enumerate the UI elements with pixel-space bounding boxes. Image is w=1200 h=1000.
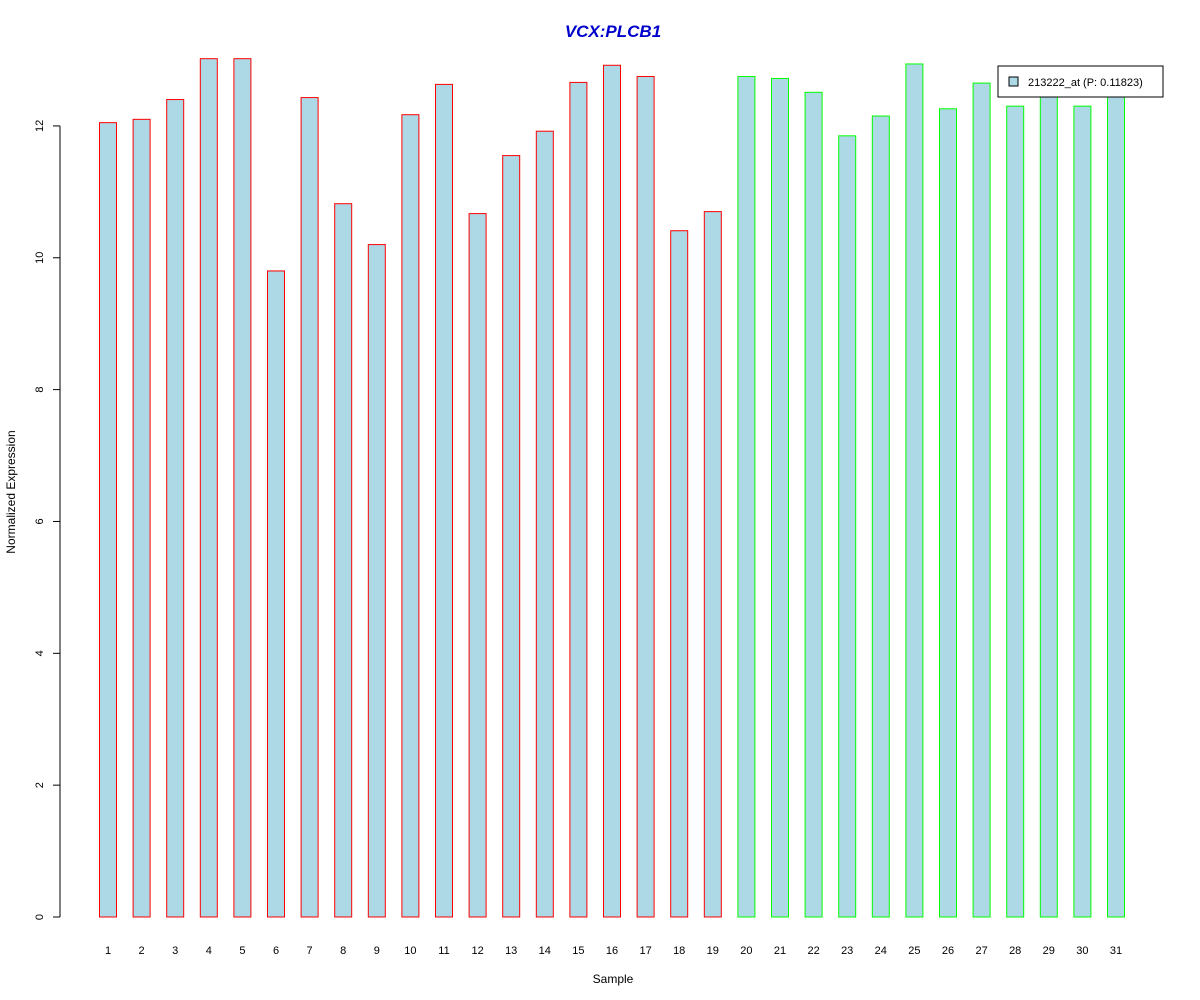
x-tick-label: 30 [1076,945,1088,957]
bar-sample-21 [771,77,789,918]
legend: 213222_at (P: 0.11823) [997,65,1164,98]
bar-sample-30 [1073,105,1092,918]
x-tick-label: 14 [539,945,551,957]
y-axis-label: Normalized Expression [4,430,18,553]
bar-sample-3 [166,99,185,918]
bar-sample-6 [267,270,285,918]
bar-sample-31 [1107,90,1125,918]
bar-sample-5 [233,58,252,918]
bar-sample-15 [569,81,588,918]
x-tick-label: 3 [172,945,178,957]
chart-title: VCX:PLCB1 [565,22,661,41]
bar-sample-19 [703,211,722,918]
x-tick-label: 1 [105,945,111,957]
x-tick-label: 19 [707,945,719,957]
bar-sample-22 [804,91,823,918]
x-tick-label: 6 [273,945,279,957]
x-tick-label: 23 [841,945,853,957]
x-tick-label: 8 [340,945,346,957]
x-tick-label: 16 [606,945,618,957]
x-tick-label: 13 [505,945,517,957]
bar-sample-18 [670,230,689,918]
x-tick-label: 2 [139,945,145,957]
y-tick-label: 12 [34,120,46,132]
bar-sample-23 [838,135,857,918]
x-tick-label: 9 [374,945,380,957]
bar-sample-28 [1006,105,1025,918]
bar-sample-12 [468,213,487,918]
x-tick-label: 12 [471,945,483,957]
y-tick-label: 10 [34,252,46,264]
legend-swatch [1008,76,1019,87]
x-tick-label: 24 [875,945,887,957]
x-tick-label: 20 [740,945,752,957]
bar-sample-20 [737,75,756,918]
x-tick-label: 31 [1110,945,1122,957]
x-tick-label: 28 [1009,945,1021,957]
bar-sample-26 [939,108,957,918]
x-tick-label: 10 [404,945,416,957]
x-tick-labels: 1 2 3 4 5 6 7 8 9 10 11 12 13 14 15 16 17 18 19 20 21 22 23 24 2… [105,945,1122,957]
y-tick-label: 2 [34,782,46,788]
x-tick-label: 25 [908,945,920,957]
y-tick-label: 4 [34,650,46,656]
x-tick-label: 26 [942,945,954,957]
bar-sample-2 [132,118,151,918]
bar-sample-27 [972,82,991,918]
x-tick-label: 17 [639,945,651,957]
y-tick-label: 8 [34,387,46,393]
bar-sample-17 [636,75,655,918]
y-axis: 0 2 4 6 8 10 12 [34,120,61,920]
bar-sample-24 [871,115,890,918]
x-tick-label: 11 [438,945,449,957]
bar-sample-14 [535,130,554,918]
bar-sample-11 [435,83,453,918]
legend-box [997,65,1164,98]
bars [99,58,1125,918]
x-tick-label: 7 [307,945,313,957]
x-tick-label: 5 [239,945,245,957]
x-tick-label: 4 [206,945,212,957]
x-tick-label: 22 [807,945,819,957]
legend-label: 213222_at (P: 0.11823) [1028,77,1143,89]
y-tick-label: 0 [34,914,46,920]
bar-sample-25 [905,63,924,918]
bar-sample-16 [603,64,621,918]
bar-sample-9 [367,244,386,918]
x-tick-label: 29 [1043,945,1055,957]
bar-sample-7 [300,97,319,918]
x-axis-label: Sample [593,972,634,986]
bar-sample-1 [99,122,117,918]
x-tick-label: 27 [975,945,987,957]
y-tick-label: 6 [34,518,46,524]
bar-sample-13 [502,155,521,918]
bar-sample-4 [199,58,218,918]
bar-sample-29 [1039,90,1058,918]
x-tick-label: 15 [572,945,584,957]
x-tick-label: 21 [774,945,786,957]
bar-sample-10 [401,114,420,918]
bar-sample-8 [334,203,353,918]
x-tick-label: 18 [673,945,685,957]
